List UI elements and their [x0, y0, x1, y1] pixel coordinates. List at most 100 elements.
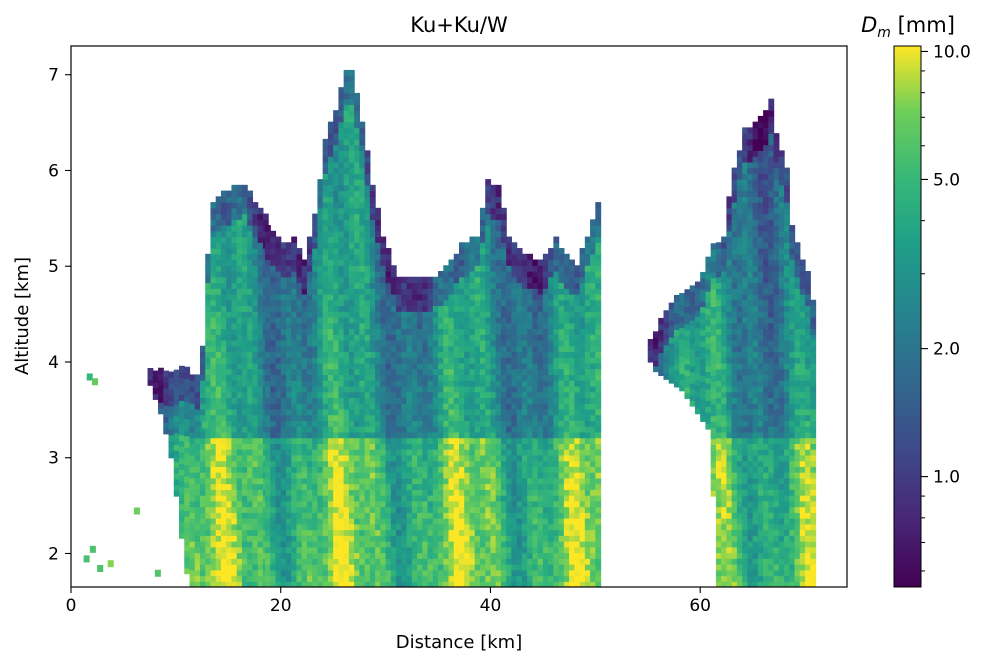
heatmap-cell: [333, 546, 339, 554]
heatmap-cell: [179, 429, 185, 436]
heatmap-cell: [158, 402, 164, 409]
heatmap-cell: [401, 276, 408, 284]
heatmap-cell: [511, 483, 518, 490]
heatmap-cell: [189, 477, 196, 485]
heatmap-cell: [317, 219, 324, 226]
heatmap-cell: [464, 541, 471, 548]
heatmap-cell: [220, 454, 227, 462]
heatmap-cell: [464, 460, 471, 467]
heatmap-cell: [411, 437, 418, 444]
heatmap-cell: [432, 535, 439, 542]
heatmap-cell: [285, 385, 292, 393]
heatmap-cell: [231, 495, 238, 502]
heatmap-cell: [479, 558, 486, 565]
heatmap-cell: [343, 420, 350, 427]
heatmap-cell: [375, 518, 381, 525]
heatmap-cell: [354, 156, 360, 163]
heatmap-cell: [537, 426, 544, 433]
heatmap-cell: [369, 345, 376, 353]
heatmap-cell: [359, 316, 366, 324]
heatmap-cell: [348, 242, 355, 249]
heatmap-cell: [322, 334, 329, 341]
heatmap-cell: [506, 299, 513, 307]
heatmap-cell: [354, 564, 360, 571]
heatmap-cell: [490, 443, 497, 450]
heatmap-cell: [574, 385, 581, 393]
heatmap-cell: [390, 500, 397, 508]
heatmap-cell: [579, 426, 586, 433]
heatmap-cell: [532, 368, 539, 376]
heatmap-cell: [464, 328, 471, 335]
heatmap-cell: [322, 184, 329, 192]
heatmap-cell: [396, 454, 402, 462]
heatmap-cell: [548, 420, 554, 427]
heatmap-cell: [553, 294, 560, 301]
heatmap-cell: [443, 569, 450, 577]
heatmap-cell: [220, 351, 227, 358]
heatmap-cell: [184, 481, 191, 489]
heatmap-cell: [569, 334, 575, 341]
heatmap-cell: [359, 581, 366, 587]
heatmap-cell: [385, 385, 392, 393]
heatmap-cell: [252, 248, 259, 255]
heatmap-cell: [327, 472, 334, 479]
heatmap-cell: [312, 500, 319, 508]
heatmap-cell: [438, 546, 444, 554]
heatmap-cell: [306, 242, 313, 249]
heatmap-cell: [275, 345, 282, 353]
heatmap-cell: [265, 483, 271, 490]
heatmap-cell: [448, 506, 455, 513]
heatmap-cell: [359, 219, 366, 226]
heatmap-cell: [542, 385, 549, 393]
heatmap-cell: [521, 408, 528, 416]
heatmap-cell: [338, 184, 345, 192]
heatmap-cell: [474, 558, 481, 565]
heatmap-cell: [236, 276, 243, 284]
heatmap-cell: [479, 512, 486, 519]
heatmap-cell: [479, 207, 486, 215]
heatmap-cell: [348, 196, 355, 203]
heatmap-cell: [495, 408, 502, 416]
heatmap-cell: [432, 454, 439, 462]
heatmap-cell: [495, 368, 502, 376]
heatmap-cell: [380, 454, 387, 462]
heatmap-cell: [380, 345, 387, 353]
heatmap-cell: [285, 380, 292, 387]
heatmap-cell: [506, 380, 513, 387]
heatmap-cell: [569, 454, 575, 462]
heatmap-cell: [380, 334, 387, 341]
heatmap-cell: [417, 351, 423, 358]
heatmap-cell: [527, 328, 533, 335]
heatmap-cell: [322, 397, 329, 404]
heatmap-cell: [333, 316, 339, 324]
heatmap-cell: [205, 500, 212, 508]
heatmap-cell: [147, 368, 154, 375]
heatmap-cell: [438, 541, 444, 548]
heatmap-cell: [411, 449, 418, 456]
heatmap-cell: [173, 484, 180, 491]
heatmap-cell: [338, 87, 345, 94]
heatmap-cell: [584, 259, 591, 266]
heatmap-cell: [327, 345, 334, 353]
heatmap-cell: [542, 374, 549, 381]
heatmap-cell: [411, 506, 418, 513]
heatmap-cell: [205, 385, 212, 393]
heatmap-cell: [369, 575, 376, 582]
heatmap-cell: [479, 575, 486, 582]
heatmap-cell: [359, 357, 366, 364]
heatmap-cell: [401, 282, 408, 289]
heatmap-cell: [333, 489, 339, 496]
heatmap-cell: [469, 351, 476, 358]
heatmap-cell: [396, 477, 402, 485]
heatmap-cell: [285, 495, 292, 502]
heatmap-cell: [226, 495, 233, 502]
heatmap-cell: [247, 431, 254, 439]
heatmap-cell: [236, 581, 243, 587]
heatmap-cell: [396, 408, 402, 416]
heatmap-cell: [301, 443, 308, 450]
heatmap-cell: [401, 328, 408, 335]
heatmap-cell: [194, 466, 201, 473]
heatmap-cell: [527, 391, 533, 399]
heatmap-cell: [553, 477, 560, 485]
heatmap-cell: [364, 288, 371, 295]
